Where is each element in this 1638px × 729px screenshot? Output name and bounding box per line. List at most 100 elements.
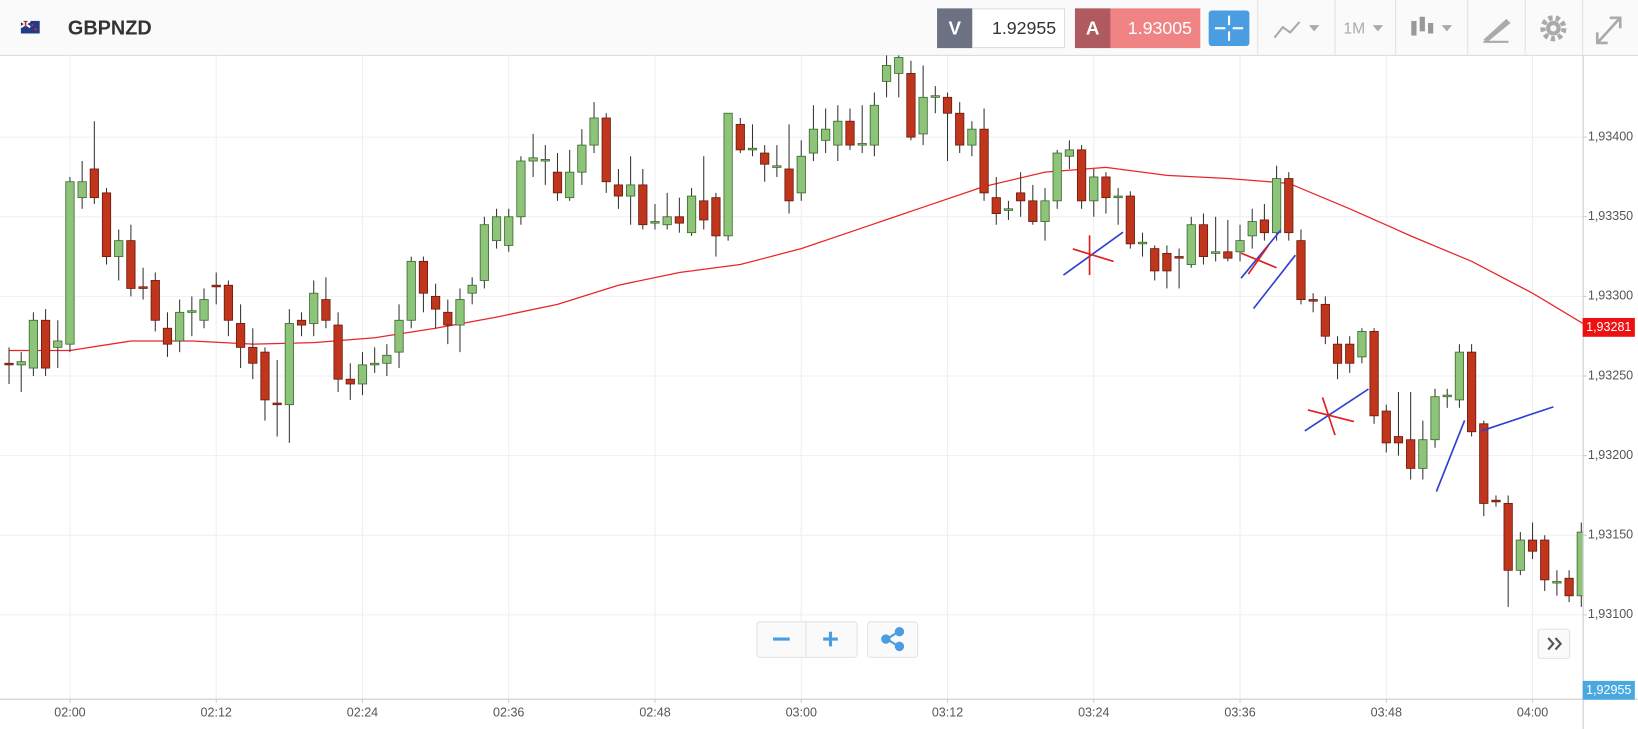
sell-price: 1.92955 (992, 18, 1056, 38)
candle-body (1284, 178, 1294, 234)
candle-body (1332, 343, 1343, 364)
candle-body (114, 240, 124, 257)
candle-body (1527, 539, 1538, 552)
candle-body (211, 284, 221, 288)
candle-body (1223, 251, 1233, 259)
candle-body (1040, 200, 1050, 222)
candle-body (674, 216, 684, 224)
candle-body (1467, 351, 1477, 433)
crosshair-button[interactable] (1208, 10, 1250, 47)
candles-button[interactable] (1411, 16, 1453, 36)
x-tick-label: 02:24 (347, 706, 378, 720)
candle-body (260, 351, 270, 401)
candle-body (162, 327, 173, 345)
candle-body (1113, 195, 1123, 199)
candle-body (40, 319, 51, 369)
candle-body (16, 361, 26, 366)
buy-tag[interactable] (1074, 8, 1111, 49)
y-tick-label: 1,93300 (1588, 289, 1633, 303)
candle-body (406, 260, 416, 321)
candle-body (1186, 224, 1196, 265)
candle-body (1442, 394, 1452, 398)
candle-body (504, 216, 514, 246)
symbol: GBPNZD (68, 18, 152, 40)
zoom-in[interactable] (823, 631, 838, 647)
axes: 1,93100 1,93150 1,93200 1,93250 1,93300 1,933… (54, 129, 1633, 719)
buy-box[interactable] (1110, 8, 1201, 49)
candle-body (979, 128, 989, 194)
candle-body (577, 144, 587, 173)
candle-body (479, 224, 489, 281)
candle-body (735, 123, 745, 151)
candle-body (1003, 208, 1014, 211)
sell-box[interactable] (972, 8, 1066, 49)
x-tick-label: 03:36 (1224, 706, 1255, 720)
candle-body (1271, 178, 1282, 234)
timeframe[interactable]: 1M (1343, 20, 1365, 37)
candle-body (833, 120, 843, 146)
candle-body (1137, 241, 1148, 245)
share-box[interactable] (867, 621, 919, 658)
settings-button[interactable] (1540, 15, 1567, 42)
y-tick-label: 1,93350 (1588, 209, 1633, 223)
candle-body (918, 96, 928, 135)
zoom-box (756, 621, 858, 658)
candle-body (1515, 539, 1525, 571)
x-tick-label: 03:00 (786, 706, 817, 720)
candle-body (1016, 192, 1026, 202)
x-tick-label: 03:12 (932, 706, 963, 720)
candle-body (821, 128, 831, 141)
candle-body (1454, 351, 1465, 401)
y-tick-label: 1,93250 (1588, 368, 1633, 382)
moving-average (9, 166, 1583, 352)
candle-body (4, 362, 14, 366)
candle-body (930, 95, 940, 98)
x-tick-label: 03:24 (1078, 706, 1109, 720)
candle-body (528, 157, 538, 162)
timeframe-caret (1372, 25, 1384, 32)
candle-body (1247, 221, 1257, 237)
candle-body (1406, 439, 1416, 469)
candle-body (491, 216, 502, 242)
plot (4, 55, 1583, 607)
ma-badge-label: 1,93281 (1586, 320, 1631, 334)
candle-body (638, 184, 648, 226)
candle-body (296, 319, 307, 326)
candle-body (1369, 331, 1379, 417)
toolbar-separators (1257, 0, 1584, 56)
candle-body (1357, 331, 1367, 358)
candle-body (187, 310, 197, 313)
candle-body (1076, 149, 1087, 202)
candle-body (1089, 176, 1099, 202)
candle-body (516, 160, 526, 218)
candle-body (613, 184, 624, 197)
sell-label: V (949, 17, 962, 38)
sell-tag[interactable] (937, 8, 973, 49)
candle-body (443, 311, 453, 326)
draw-button[interactable] (1483, 18, 1511, 43)
candle-body (1235, 240, 1245, 253)
candle-body (89, 168, 99, 199)
scroll-end-icon (1547, 637, 1563, 651)
x-tick-label: 04:00 (1517, 706, 1548, 720)
candle-body (1125, 195, 1135, 245)
candle-body (1052, 152, 1062, 202)
candle-body (955, 112, 965, 146)
x-tick-label: 02:00 (54, 706, 85, 720)
candle-body (333, 324, 343, 380)
candle-body (1381, 410, 1391, 444)
chart-type-button[interactable] (1273, 21, 1320, 39)
candle-body (845, 120, 855, 146)
ma-badge (1582, 317, 1635, 337)
candle-body (53, 340, 63, 348)
fullscreen-button[interactable] (1595, 16, 1622, 45)
candle-body (552, 171, 563, 194)
candle-body (906, 73, 916, 138)
share-icon (881, 627, 905, 652)
candle-body (357, 364, 368, 385)
candle-body (601, 117, 611, 183)
candle-body (967, 128, 977, 146)
candle-body (1211, 251, 1221, 254)
candle-body (662, 216, 672, 226)
x-tick-label: 03:48 (1371, 706, 1402, 720)
